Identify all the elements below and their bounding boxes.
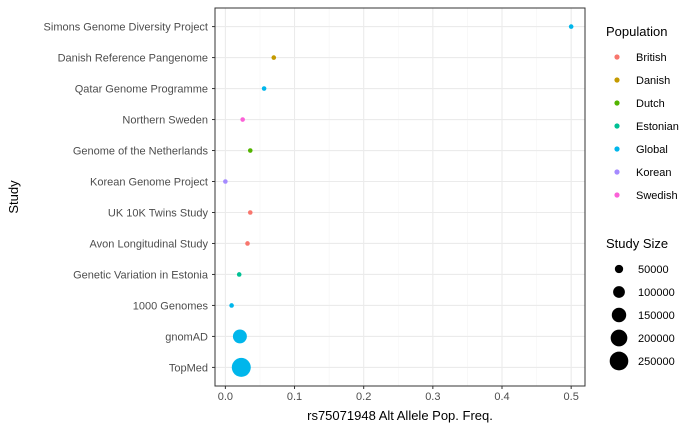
data-point xyxy=(261,86,267,91)
y-tick-label: Danish Reference Pangenome xyxy=(58,53,208,65)
x-axis: 0.0 0.1 0.2 0.3 0.4 0.5 xyxy=(218,386,579,403)
y-tick-label: UK 10K Twins Study xyxy=(108,207,209,219)
legend-size-key xyxy=(611,307,627,323)
y-tick-label: Northern Sweden xyxy=(122,115,208,127)
y-tick-label: Simons Genome Diversity Project xyxy=(44,22,208,34)
data-point xyxy=(245,241,250,246)
x-tick-label: 0.2 xyxy=(356,391,371,403)
legend-population-key xyxy=(614,146,620,152)
grid-lines xyxy=(215,8,585,386)
y-tick-label: Qatar Genome Programme xyxy=(75,84,208,96)
legend-size-label: 100000 xyxy=(638,287,675,299)
y-tick-label: gnomAD xyxy=(165,331,208,343)
data-point xyxy=(568,24,574,29)
data-point xyxy=(236,272,242,277)
y-tick-label: TopMed xyxy=(169,362,208,374)
y-tick-label: Korean Genome Project xyxy=(90,177,208,189)
legend-population-key xyxy=(614,123,620,129)
legend-population-label: Dutch xyxy=(636,98,665,110)
data-point xyxy=(229,303,234,308)
legend-size-key xyxy=(610,329,628,347)
legend-size-key xyxy=(613,286,625,298)
data-point xyxy=(231,357,251,377)
legend-size-label: 200000 xyxy=(638,333,675,345)
data-point xyxy=(247,148,253,153)
y-axis: Simons Genome Diversity Project Danish Re… xyxy=(44,22,215,374)
legend-population-label: Global xyxy=(636,144,668,156)
data-point xyxy=(232,329,247,344)
legend-population-label: Danish xyxy=(636,75,670,87)
legend-population-key xyxy=(614,169,620,175)
y-tick-label: Avon Longitudinal Study xyxy=(90,238,209,250)
y-tick-label: Genetic Variation in Estonia xyxy=(73,269,209,281)
legend-population: Population British Danish Dutch Estonian Glo… xyxy=(606,24,679,202)
y-tick-label: Genome of the Netherlands xyxy=(73,146,209,158)
legend-size-label: 50000 xyxy=(638,264,669,276)
legend-size-label: 250000 xyxy=(638,356,675,368)
data-points xyxy=(223,24,574,377)
x-tick-label: 0.1 xyxy=(287,391,302,403)
x-tick-label: 0.5 xyxy=(564,391,579,403)
panel-border xyxy=(214,7,586,387)
data-point xyxy=(240,117,245,122)
x-axis-title: rs75071948 Alt Allele Pop. Freq. xyxy=(307,408,493,423)
legend-population-key xyxy=(614,100,620,106)
y-axis-title: Study xyxy=(6,180,21,214)
legend-population-key xyxy=(614,77,620,83)
x-tick-label: 0.3 xyxy=(425,391,440,403)
legend-population-label: British xyxy=(636,52,667,64)
legend-population-title: Population xyxy=(606,24,667,39)
data-point xyxy=(271,55,277,60)
x-tick-label: 0.0 xyxy=(218,391,233,403)
legend-study-size-title: Study Size xyxy=(606,236,668,251)
legend-population-label: Swedish xyxy=(636,190,678,202)
data-point xyxy=(223,179,228,184)
legend-study-size: Study Size 50000 100000 150000 200000 250000 xyxy=(606,236,675,371)
legend-size-key xyxy=(609,351,629,371)
legend-population-key xyxy=(614,192,620,198)
x-tick-label: 0.4 xyxy=(494,391,509,403)
legend-size-key xyxy=(614,264,624,274)
legend-population-key xyxy=(614,54,620,60)
y-tick-label: 1000 Genomes xyxy=(133,300,209,312)
data-point xyxy=(247,210,253,215)
legend-size-label: 150000 xyxy=(638,310,675,322)
legend-population-label: Korean xyxy=(636,167,671,179)
legend-population-label: Estonian xyxy=(636,121,679,133)
